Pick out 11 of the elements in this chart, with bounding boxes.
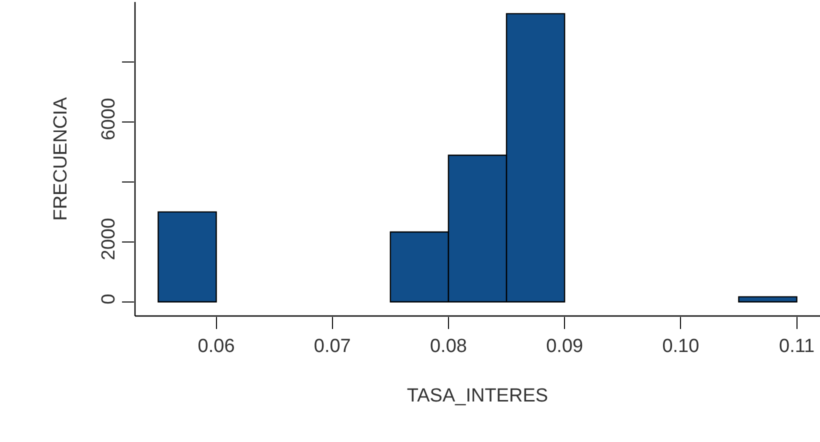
x-tick-label: 0.08 (430, 336, 467, 357)
x-tick-label: 0.10 (662, 336, 700, 357)
y-tick-label: 2000 (98, 218, 120, 260)
x-axis-title: TASA_INTERES (406, 386, 548, 407)
x-tick-label: 0.11 (778, 336, 815, 357)
y-axis-title: FRECUENCIA (50, 96, 72, 221)
y-tick-label: 6000 (98, 98, 120, 140)
x-tick-label: 0.09 (546, 336, 584, 357)
y-tick-label: 0 (98, 294, 120, 304)
x-tick-label: 0.06 (198, 336, 235, 357)
x-tick-label: 0.07 (314, 336, 351, 357)
